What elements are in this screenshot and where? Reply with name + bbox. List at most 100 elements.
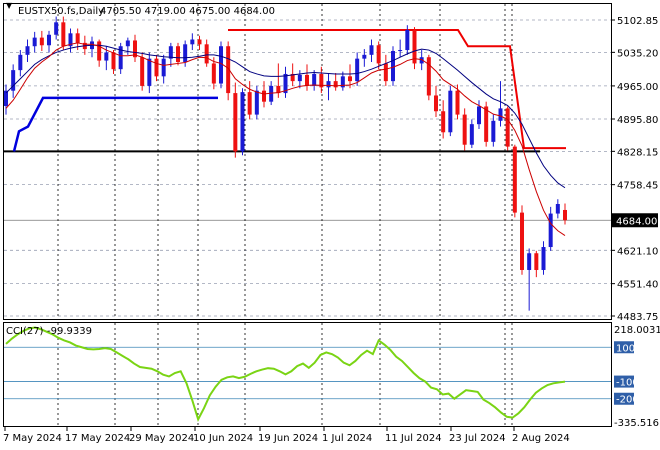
candle-body [563,209,567,221]
date-tick-label: 29 May 2024 [129,433,194,444]
candle-body [355,58,360,82]
candle-body [426,57,431,96]
indicator-panel [3,322,612,427]
last-price-box [612,213,658,228]
candle-body [326,81,331,88]
date-tick-label: 23 Jul 2024 [449,433,506,444]
date-tick-label: 17 May 2024 [65,433,130,444]
indicator-level-label: -100 [616,378,639,389]
candle-body [204,44,209,64]
price-tick-label: 4551.40 [617,280,658,291]
candle-body [154,58,159,77]
candle-body [512,146,517,213]
indicator-label: CCI(27) [6,326,44,337]
candle-body [276,85,281,94]
cci-indicator: 100 -100 -200 218.0031 -335.5161 [4,325,660,429]
candle-body [11,70,16,91]
candle-body [312,73,317,86]
candle-body [39,37,44,46]
price-tick-label: 4621.10 [617,246,658,257]
candle-body [391,51,395,82]
candle-body [290,73,295,82]
candle-body [369,45,374,55]
candle-body [283,73,288,94]
candle-body [348,76,352,82]
candle-body [168,46,173,59]
candle-body [412,29,417,64]
candle-body [484,106,489,142]
candle-body [254,90,259,115]
candle-body [219,46,223,84]
candle-body [197,39,202,45]
candle-body [269,85,274,102]
candle-body [211,63,216,84]
candle-body [448,90,453,133]
candle-body [61,22,66,47]
main-panel [3,3,612,320]
candle-body [161,58,166,77]
candle-body [247,92,252,115]
indicator-level-box [614,392,634,405]
price-tick-label: 4828.15 [617,147,658,158]
candle-body [333,81,338,88]
candle-body [462,114,467,145]
candle-body [498,108,503,121]
indicator-level-label: -200 [616,395,639,406]
candle-body [340,76,345,88]
candle-body [176,46,180,63]
candle-body [297,74,302,82]
candle-body [555,204,560,214]
date-tick-label: 19 Jun 2024 [258,433,318,444]
level-lines [4,28,566,153]
date-tick-label: 10 Jun 2024 [193,433,253,444]
price-tick-label: 5035.20 [617,48,658,59]
price-tick-label: 4483.75 [617,312,658,323]
ohlc-readout: 4705.50 4719.00 4675.00 4684.00 [100,6,275,17]
candle-body [469,124,474,145]
candle-body [97,41,102,61]
candle-body [125,40,130,47]
title-triangle: ▼ [6,1,13,10]
candle-body [541,247,546,270]
candle-body [233,93,238,152]
date-tick-label: 7 May 2024 [3,433,62,444]
date-tick-label: 1 Jul 2024 [322,433,372,444]
candle-body [54,22,59,35]
indicator-top-label: 218.0031 [614,325,660,336]
candle-body [75,33,80,43]
candle-body [133,40,137,58]
candle-body [520,212,524,270]
candle-body [477,106,481,125]
candle-body [434,95,438,112]
price-tick-label: 5102.85 [617,16,658,27]
indicator-value: -99.9339 [47,326,92,337]
candle-body [441,111,446,133]
indicator-level-label: 100 [616,343,635,354]
candle-body [32,37,37,47]
candle-body [405,29,410,51]
candle-body [319,73,324,88]
candle-body [25,46,30,55]
candle-body [111,52,116,70]
candle-body [4,90,8,106]
candle-body [226,46,231,94]
candle-body [527,253,532,270]
candle-body [534,253,539,270]
candle-body [147,58,152,86]
indicator-level-box [614,341,634,354]
candle-body [491,120,496,142]
candle-body [548,213,553,248]
cci-line [5,326,566,422]
price-tick-label: 4895.80 [617,115,658,126]
chart-title: EUSTX50.fs,Daily [18,6,104,17]
candle-body [118,46,123,70]
candle-body [262,90,266,102]
date-tick-label: 11 Jul 2024 [385,433,442,444]
candle-body [190,39,195,45]
price-tick-label: 4965.00 [617,82,658,93]
candle-body [383,63,388,82]
ma-fast [5,42,566,236]
candle-body [362,54,367,59]
